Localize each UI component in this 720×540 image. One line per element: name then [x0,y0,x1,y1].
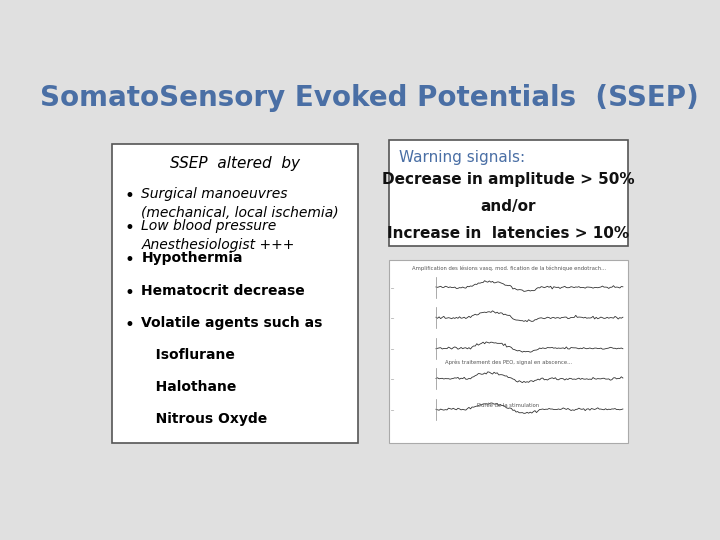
Text: •: • [125,252,135,269]
Text: Hypothermia: Hypothermia [141,252,243,266]
Text: ...: ... [391,376,395,381]
Text: Volatile agents such as: Volatile agents such as [141,315,323,329]
Text: Decrease in amplitude > 50%: Decrease in amplitude > 50% [382,172,635,187]
FancyBboxPatch shape [389,140,629,246]
Text: Surgical manoeuvres
(mechanical, local ischemia): Surgical manoeuvres (mechanical, local i… [141,187,339,220]
Text: SSEP  altered  by: SSEP altered by [170,156,300,171]
Text: •: • [125,219,135,238]
FancyBboxPatch shape [112,144,358,443]
Text: •: • [125,187,135,205]
Text: •: • [125,315,135,334]
Text: Low blood pressure
Anesthesiologist +++: Low blood pressure Anesthesiologist +++ [141,219,294,252]
Text: Hematocrit decrease: Hematocrit decrease [141,284,305,298]
Text: Durée de la stimulation: Durée de la stimulation [477,403,539,408]
Text: Increase in  latencies > 10%: Increase in latencies > 10% [387,226,629,241]
Text: Warning signals:: Warning signals: [399,150,525,165]
Text: Après traitement des PEO, signal en abscence...: Après traitement des PEO, signal en absc… [445,359,572,364]
Text: Amplification des lésions vasq. mod. fication de la téchnique endotrach...: Amplification des lésions vasq. mod. fic… [412,265,606,271]
Text: SomatoSensory Evoked Potentials  (SSEP): SomatoSensory Evoked Potentials (SSEP) [40,84,698,112]
Text: Nitrous Oxyde: Nitrous Oxyde [141,411,268,426]
FancyBboxPatch shape [389,260,629,443]
Text: ...: ... [391,285,395,290]
Text: ...: ... [391,407,395,411]
Text: and/or: and/or [481,199,536,214]
Text: ...: ... [391,315,395,320]
Text: •: • [125,284,135,301]
Text: Isoflurane: Isoflurane [141,348,235,362]
Text: ...: ... [391,346,395,351]
Text: Halothane: Halothane [141,380,237,394]
